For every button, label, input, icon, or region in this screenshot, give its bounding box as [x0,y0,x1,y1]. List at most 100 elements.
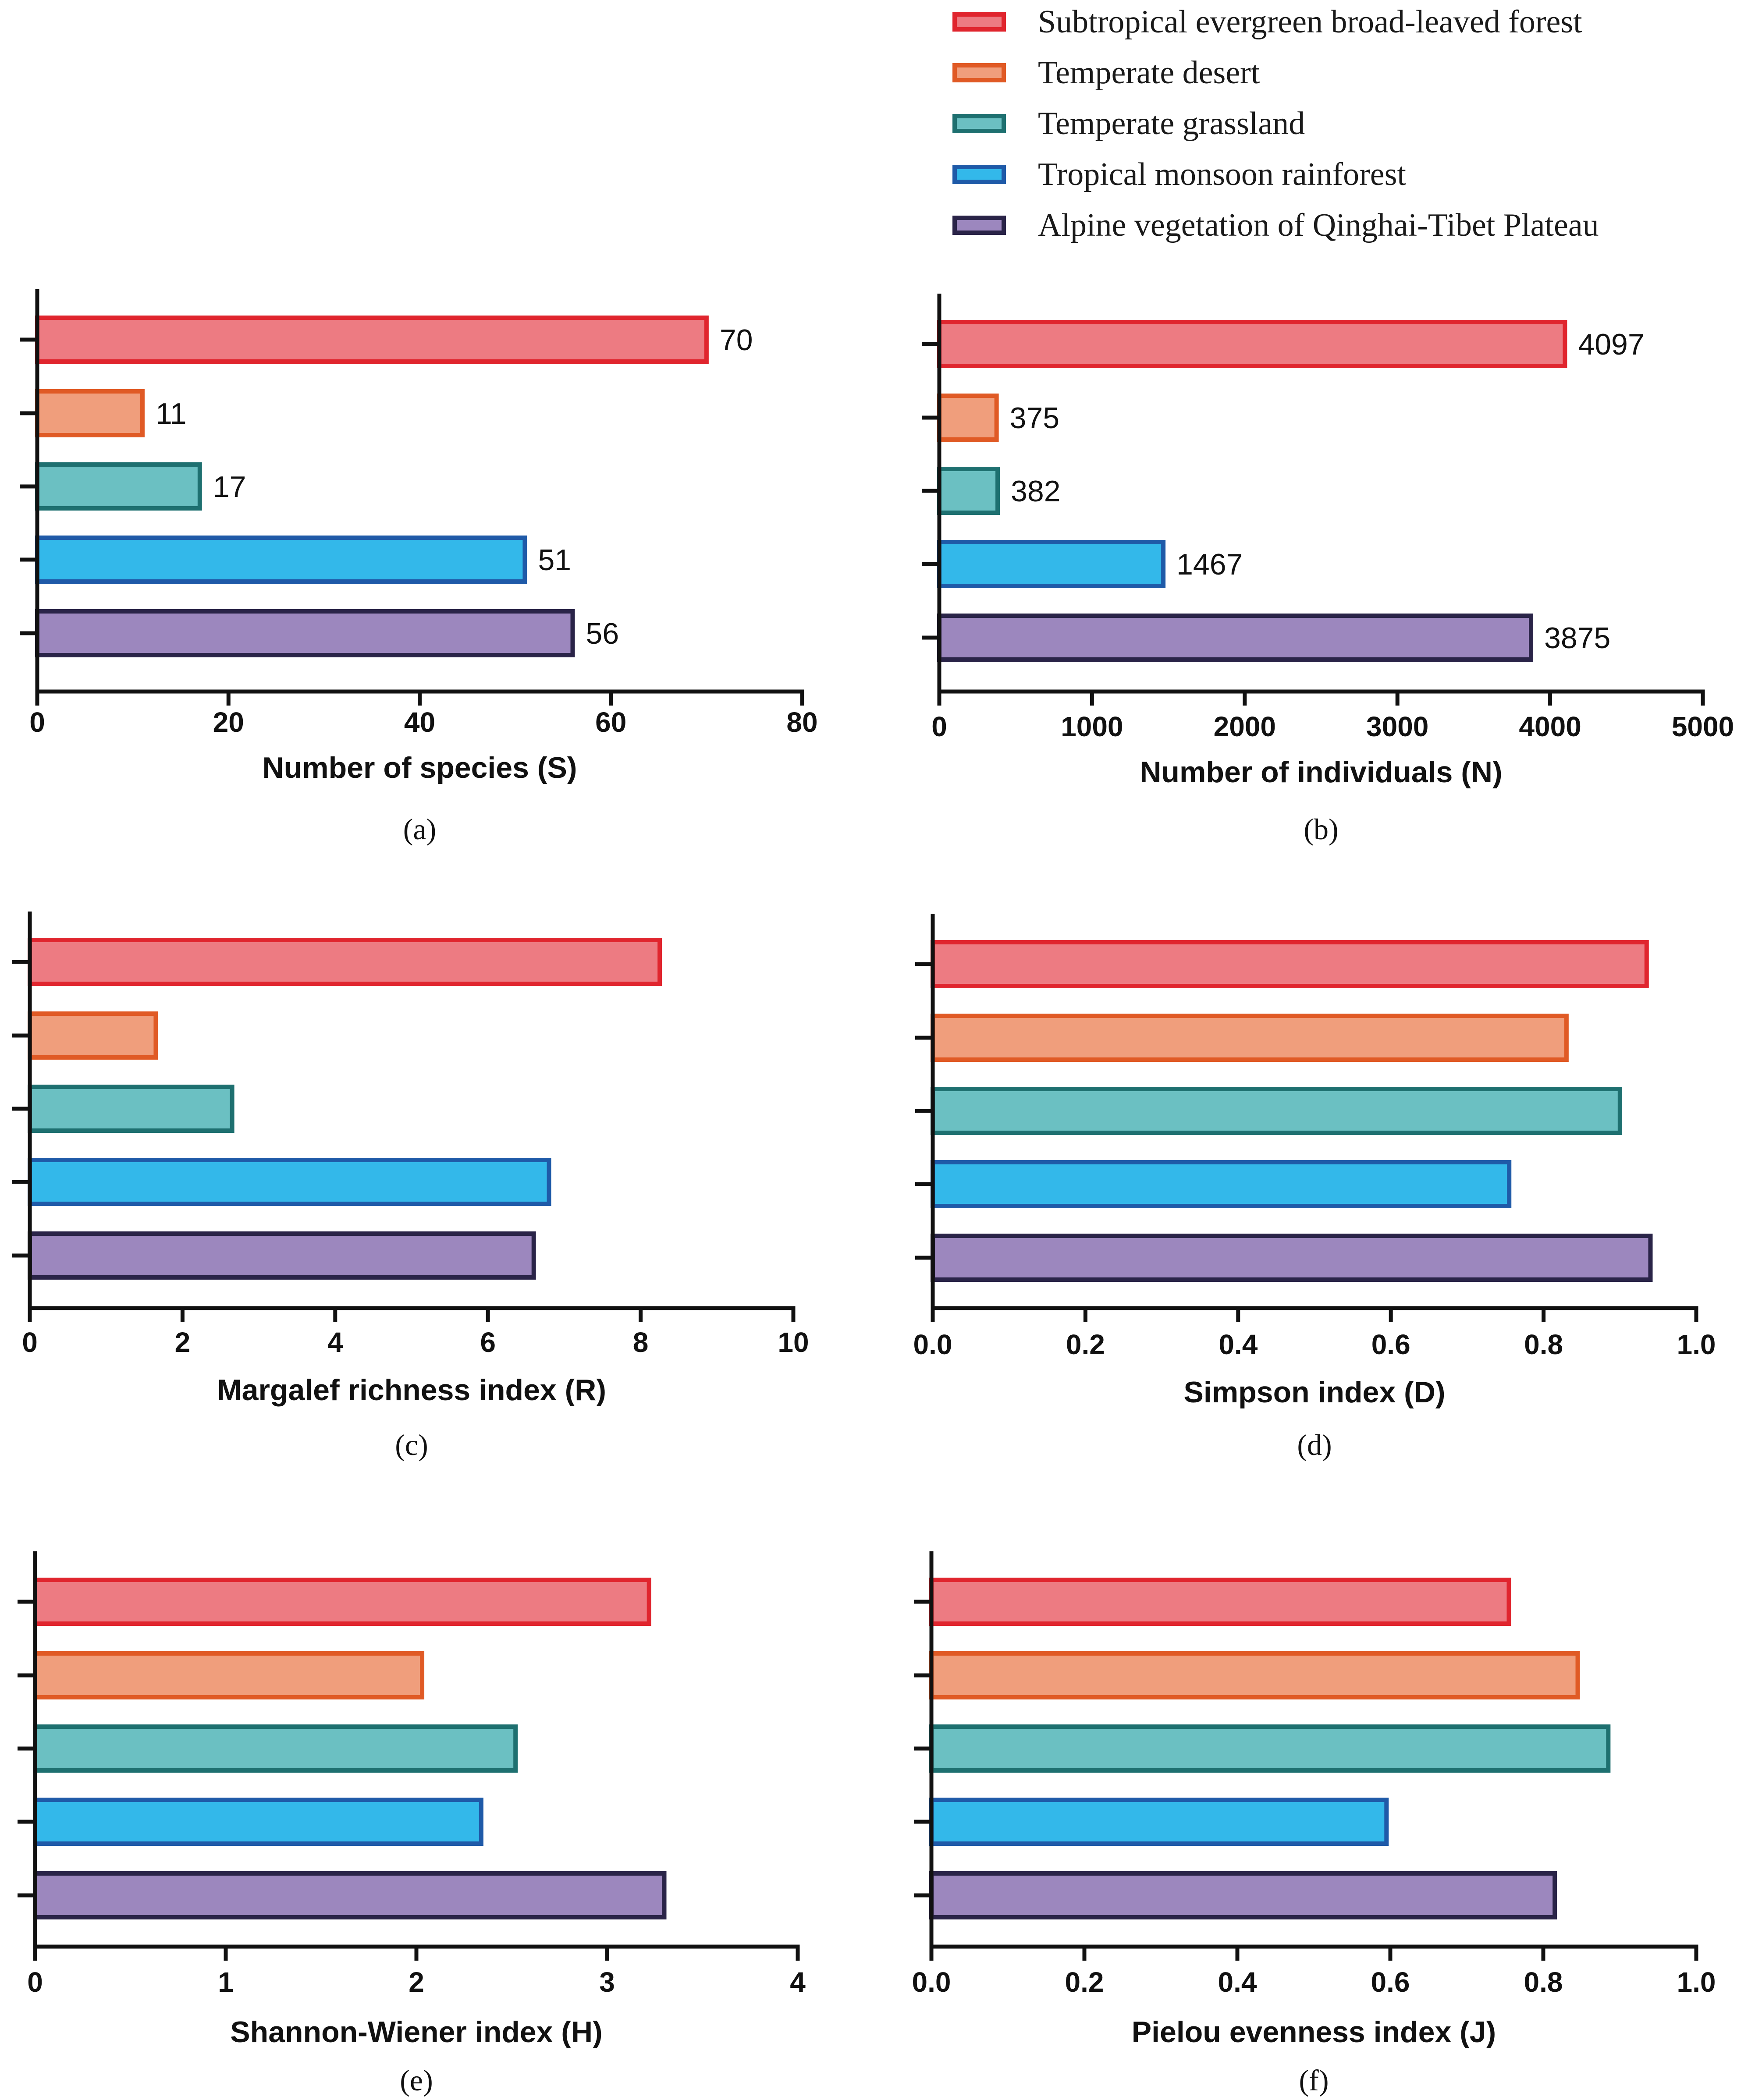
panel-label: (f) [1299,2064,1329,2097]
x-tick-label-2: 0.2 [1065,1966,1104,1998]
bar-5 [937,614,1534,662]
x-axis-title: Shannon-Wiener index (H) [230,2015,602,2049]
x-tick-label-2: 1 [218,1966,234,1998]
panel-label: (c) [395,1428,428,1461]
bar-2 [931,1014,1569,1062]
data-label-3: 382 [1011,475,1060,508]
bar-5 [35,609,575,657]
bar-3 [929,1724,1611,1773]
chart-panel-3: 0 2 4 6 8 10 Margalef richness index (R) (c) [12,912,809,1461]
x-tick-label-4: 3000 [1366,711,1428,742]
legend-label-3: Temperate grassland [1038,106,1305,142]
legend-label-2: Temperate desert [1038,55,1260,91]
x-tick-label-3: 4 [327,1327,343,1358]
bar-1 [28,938,662,986]
bar-4 [937,540,1166,588]
bar-5 [929,1871,1557,1919]
x-tick-label-6: 10 [778,1327,809,1358]
x-tick-label-2: 1000 [1061,711,1123,742]
bar-3 [33,1724,518,1773]
data-label-5: 3875 [1544,621,1610,655]
x-tick-label-1: 0 [22,1327,38,1358]
chart-panel-2: 4097 375 382 1467 3875 0 1000 2000 3000 4000 5000 N… [922,294,1734,846]
legend-swatch-4 [952,165,1006,184]
bar-1 [937,320,1567,368]
bar-4 [28,1158,551,1206]
chart-panel-4: 0.0 0.2 0.4 0.6 0.8 1.0 Simpson index (D) (d) [913,914,1716,1461]
bar-5 [33,1871,667,1919]
panel-label: (d) [1297,1428,1332,1461]
bar-2 [28,1011,158,1060]
data-label-4: 51 [538,543,571,577]
x-axis-title: Pielou evenness index (J) [1132,2015,1496,2049]
x-tick-label-2: 0.2 [1066,1329,1105,1360]
bar-3 [35,462,202,511]
data-label-2: 375 [1010,401,1059,435]
x-tick-label-6: 5000 [1672,711,1734,742]
x-tick-label-4: 0.6 [1371,1966,1410,1998]
bar-1 [35,316,709,364]
x-tick-label-4: 0.6 [1371,1329,1410,1360]
bar-3 [937,467,1000,515]
x-tick-label-3: 2 [409,1966,424,1998]
bar-2 [929,1651,1580,1699]
data-label-1: 70 [720,323,753,357]
x-tick-label-1: 0 [29,706,45,738]
bar-1 [33,1578,651,1626]
legend: Subtropical evergreen broad-leaved fores… [952,4,1599,243]
x-tick-label-2: 2 [175,1327,191,1358]
bar-1 [931,940,1649,988]
bar-4 [931,1160,1512,1208]
x-tick-label-4: 6 [480,1327,496,1358]
bar-3 [28,1085,234,1133]
legend-label-4: Tropical monsoon rainforest [1038,156,1406,192]
bar-1 [929,1578,1511,1626]
legend-swatch-2 [952,63,1006,82]
bar-4 [33,1798,483,1846]
x-tick-label-3: 0.4 [1219,1329,1258,1360]
bar-5 [931,1234,1653,1282]
x-axis-title: Number of species (S) [263,751,577,784]
x-tick-label-4: 3 [599,1966,615,1998]
legend-label-5: Alpine vegetation of Qinghai-Tibet Plate… [1038,207,1599,243]
x-tick-label-3: 40 [404,706,435,738]
x-tick-label-5: 8 [633,1327,649,1358]
bar-3 [931,1087,1622,1135]
x-tick-label-5: 0.8 [1524,1329,1563,1360]
x-tick-label-2: 20 [213,706,244,738]
chart-panel-6: 0.0 0.2 0.4 0.6 0.8 1.0 Pielou evenness index … [912,1551,1716,2097]
bar-2 [33,1651,425,1699]
panel-label: (e) [400,2064,433,2097]
x-tick-label-5: 0.8 [1524,1966,1563,1998]
x-tick-label-1: 0 [931,711,947,742]
x-tick-label-1: 0 [27,1966,43,1998]
data-label-3: 17 [213,470,246,504]
bar-2 [35,389,145,437]
x-tick-label-5: 80 [786,706,817,738]
x-axis-title: Number of individuals (N) [1140,756,1502,789]
panel-label: (a) [403,812,436,846]
data-label-1: 4097 [1578,328,1644,361]
x-axis-title: Simpson index (D) [1184,1376,1446,1409]
bar-2 [937,394,999,442]
x-tick-label-1: 0.0 [913,1329,952,1360]
x-tick-label-1: 0.0 [912,1966,951,1998]
x-tick-label-5: 4 [790,1966,806,1998]
legend-swatch-1 [952,12,1006,32]
data-label-2: 11 [156,397,187,430]
data-label-4: 1467 [1176,548,1243,581]
chart-panel-5: 0 1 2 3 4 Shannon-Wiener index (H) (e) [18,1551,806,2097]
panel-label: (b) [1304,812,1338,846]
legend-swatch-3 [952,114,1006,133]
x-tick-label-6: 1.0 [1677,1329,1716,1360]
x-tick-label-3: 2000 [1214,711,1276,742]
bar-5 [28,1231,536,1280]
legend-swatch-5 [952,216,1006,235]
x-tick-label-4: 60 [595,706,626,738]
legend-label-1: Subtropical evergreen broad-leaved fores… [1038,4,1582,40]
x-tick-label-3: 0.4 [1218,1966,1257,1998]
x-tick-label-6: 1.0 [1677,1966,1716,1998]
bar-4 [35,536,527,584]
